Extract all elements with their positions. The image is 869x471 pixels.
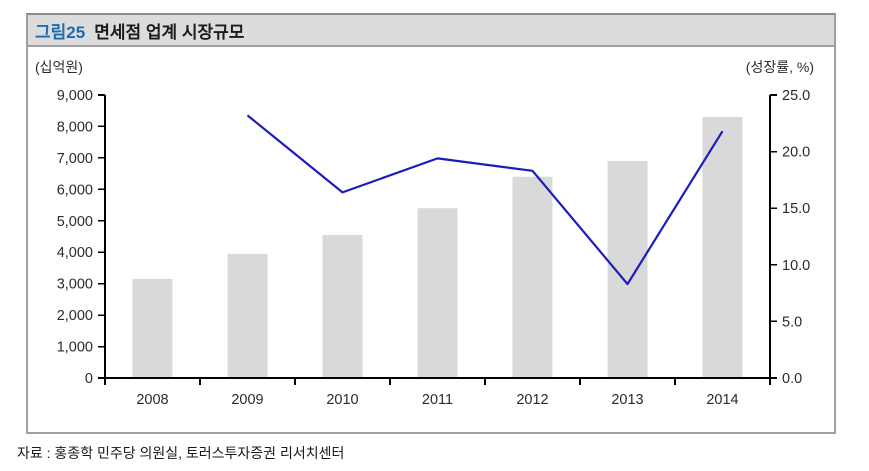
x-axis-category-label: 2011 [422,392,453,408]
left-axis-tick-label: 4,000 [57,245,93,261]
bar-2012 [512,176,553,378]
right-axis-tick-label: 0.0 [782,371,802,387]
x-axis-category-label: 2009 [231,392,263,408]
left-axis-tick-label: 2,000 [57,308,93,324]
bar-2008 [132,278,173,378]
left-axis-tick-label: 5,000 [57,214,93,230]
left-axis-unit-label: (십억원) [35,59,83,75]
right-axis-tick-label: 5.0 [782,314,802,330]
right-axis-tick-label: 25.0 [782,88,810,104]
bar-2011 [417,208,458,378]
right-axis-tick-label: 20.0 [782,145,810,161]
left-axis-tick-label: 9,000 [57,88,93,104]
x-axis-category-label: 2008 [136,392,168,408]
left-axis-tick-label: 8,000 [57,119,93,135]
left-axis-tick-label: 6,000 [57,182,93,198]
x-axis-category-label: 2012 [516,392,548,408]
figure-header: 그림25 면세점 업계 시장규모 [28,15,834,47]
left-axis-tick-label: 0 [85,371,93,387]
chart-area: (십억원) (성장률, %) 0 1,000 2,000 3,000 4,000 5,00… [28,47,834,430]
bar-2013 [607,161,648,378]
x-axis-category-label: 2013 [611,392,643,408]
source-note: 자료 : 홍종학 민주당 의원실, 토러스투자증권 리서치센터 [17,445,345,461]
right-axis-tick-label: 15.0 [782,201,810,217]
x-axis-category-label: 2010 [326,392,358,408]
figure-number-label: 그림25 [35,22,86,42]
bar-2009 [227,253,268,378]
figure-box: 그림25 면세점 업계 시장규모 (십억원) (성장률, %) 0 1,000 2,… [26,13,836,434]
growth-rate-line [246,114,724,286]
left-axis-tick-label: 3,000 [57,277,93,293]
left-axis-tick-label: 7,000 [57,151,93,167]
bar-2014 [702,117,743,378]
figure-title: 면세점 업계 시장규모 [94,22,245,42]
combo-chart: 0 1,000 2,000 3,000 4,000 5,000 6,000 7,000 8,00… [57,88,811,408]
x-axis-category-label: 2014 [706,392,738,408]
right-axis-tick-label: 10.0 [782,258,810,274]
bar-2010 [322,234,363,378]
left-axis-tick-label: 1,000 [57,340,93,356]
right-axis-unit-label: (성장률, %) [745,59,814,75]
